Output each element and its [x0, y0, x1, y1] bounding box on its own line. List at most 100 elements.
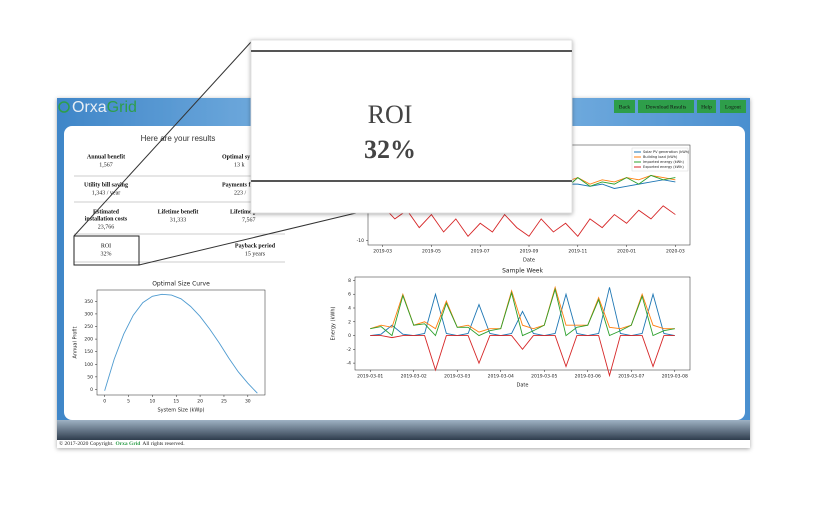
result-value: 13 k [234, 162, 245, 168]
y-tick-label: 6 [348, 292, 351, 298]
result-value: 32% [101, 251, 112, 257]
results-title: Here are your results [141, 134, 216, 143]
x-tick-label: 2019-03-08 [662, 374, 688, 380]
result-value: 223 / [234, 190, 247, 196]
result-value: 1,567 [99, 162, 113, 168]
logo-part: Grid [107, 99, 137, 116]
nav-button-label[interactable]: Help [701, 104, 712, 110]
result-label: Lifetime benefit [158, 209, 199, 215]
footer-part: All rights reserved. [142, 441, 185, 447]
x-tick-label: 25 [221, 399, 227, 405]
x-tick-label: 30 [245, 399, 251, 405]
y-tick-label: -2 [347, 347, 352, 353]
x-tick-label: 2019-05 [422, 249, 441, 255]
plot-area [354, 276, 691, 371]
result-value: 31,333 [170, 217, 187, 223]
legend-label: Exported energy (kWh) [643, 165, 684, 169]
x-tick-label: 2019-07 [471, 249, 490, 255]
result-label: installation costs [85, 216, 128, 222]
chart-title: Sample Week [502, 268, 543, 275]
y-tick-label: 0 [348, 333, 351, 339]
x-tick-label: 2019-03-02 [401, 374, 427, 380]
logo-part: Orxa [72, 99, 107, 116]
result-label: ROI [101, 243, 111, 249]
x-axis-label: System Size (kWp) [157, 408, 204, 414]
legend-label: Solar PV generation (kWh) [643, 150, 690, 154]
zoom-line [138, 212, 357, 266]
x-tick-label: 2019-03 [373, 249, 392, 255]
result-label: Annual benefit [87, 154, 125, 160]
result-value: 23,766 [98, 224, 115, 230]
series-line [370, 285, 675, 333]
plot-area [96, 289, 266, 396]
y-tick-label: 250 [84, 324, 93, 330]
y-tick-label: 4 [348, 306, 351, 312]
nav-button-label[interactable]: Download Results [646, 104, 687, 110]
nav-button-label[interactable]: Back [619, 104, 631, 110]
y-tick-label: 300 [84, 311, 93, 317]
roi-zoom: ROI 32% [73, 39, 573, 266]
x-tick-label: 2019-11 [568, 249, 587, 255]
nav-button[interactable] [720, 100, 746, 113]
x-tick-label: 15 [173, 399, 179, 405]
result-label: Utility bill saving [84, 182, 128, 188]
y-tick-label: 2 [348, 319, 351, 325]
legend-label: Building load (kWh) [643, 155, 678, 159]
roi-highlight [73, 235, 140, 266]
result-label: Payments fr [222, 182, 253, 188]
series-line [104, 293, 258, 394]
zoom-value: 32% [364, 135, 416, 164]
y-tick-label: 350 [84, 299, 93, 305]
x-tick-label: 2019-03-04 [488, 374, 514, 380]
logo: OrxaGrid [72, 99, 137, 116]
x-tick-label: 2020-01 [617, 249, 636, 255]
series-line [370, 287, 675, 337]
series-line [370, 287, 675, 337]
x-tick-label: 5 [127, 399, 130, 405]
footer-bar [57, 440, 750, 448]
x-axis-label: Date [517, 383, 529, 389]
result-value: 15 years [245, 251, 266, 257]
legend-label: Imported energy (kWh) [643, 160, 684, 164]
x-axis-label: Date [523, 258, 535, 264]
x-tick-label: 2019-09 [520, 249, 539, 255]
zoom-box [250, 39, 573, 214]
x-tick-label: 2019-03-01 [357, 374, 383, 380]
solar-panels-bg [57, 420, 750, 440]
y-tick-label: 0 [90, 387, 93, 393]
x-tick-label: 20 [197, 399, 203, 405]
x-tick-label: 2019-03-07 [618, 374, 644, 380]
nav-button-label[interactable]: Logout [725, 104, 741, 110]
y-tick-label: 50 [87, 374, 93, 380]
nav-button[interactable] [614, 100, 635, 113]
x-tick-label: 0 [103, 399, 106, 405]
y-axis-label: Annual Profit [73, 326, 79, 358]
x-tick-label: 2019-03-05 [531, 374, 557, 380]
result-value: 1,343 / year [92, 190, 121, 196]
x-tick-label: 2020-03 [666, 249, 685, 255]
nav-button[interactable] [638, 100, 694, 113]
result-label: Estimated [93, 209, 120, 215]
x-tick-label: 10 [149, 399, 155, 405]
result-label: Lifetime p [230, 209, 257, 215]
nav-button[interactable] [697, 100, 716, 113]
footer-part: Orxa Grid [115, 441, 140, 447]
legend-box [631, 147, 689, 172]
y-axis-label: Energy (kWh) [331, 306, 337, 340]
chart-title: Optimal Size Curve [152, 281, 210, 288]
x-tick-label: 2019-03-03 [444, 374, 470, 380]
result-label: Optimal sy [222, 154, 250, 160]
y-tick-label: 8 [348, 278, 351, 284]
result-value: 7,567 [242, 217, 256, 223]
zoom-label: ROI [368, 100, 413, 129]
series-line [382, 205, 676, 238]
series-line [370, 335, 675, 378]
y-tick-label: 100 [84, 362, 93, 368]
result-label: Payback period [235, 243, 276, 249]
x-tick-label: 2019-03-06 [575, 374, 601, 380]
y-tick-label: 200 [84, 337, 93, 343]
y-tick-label: -10 [357, 238, 364, 244]
zoom-line [73, 41, 252, 237]
footer-part: © 2017-2020 Copyright. [59, 440, 114, 447]
